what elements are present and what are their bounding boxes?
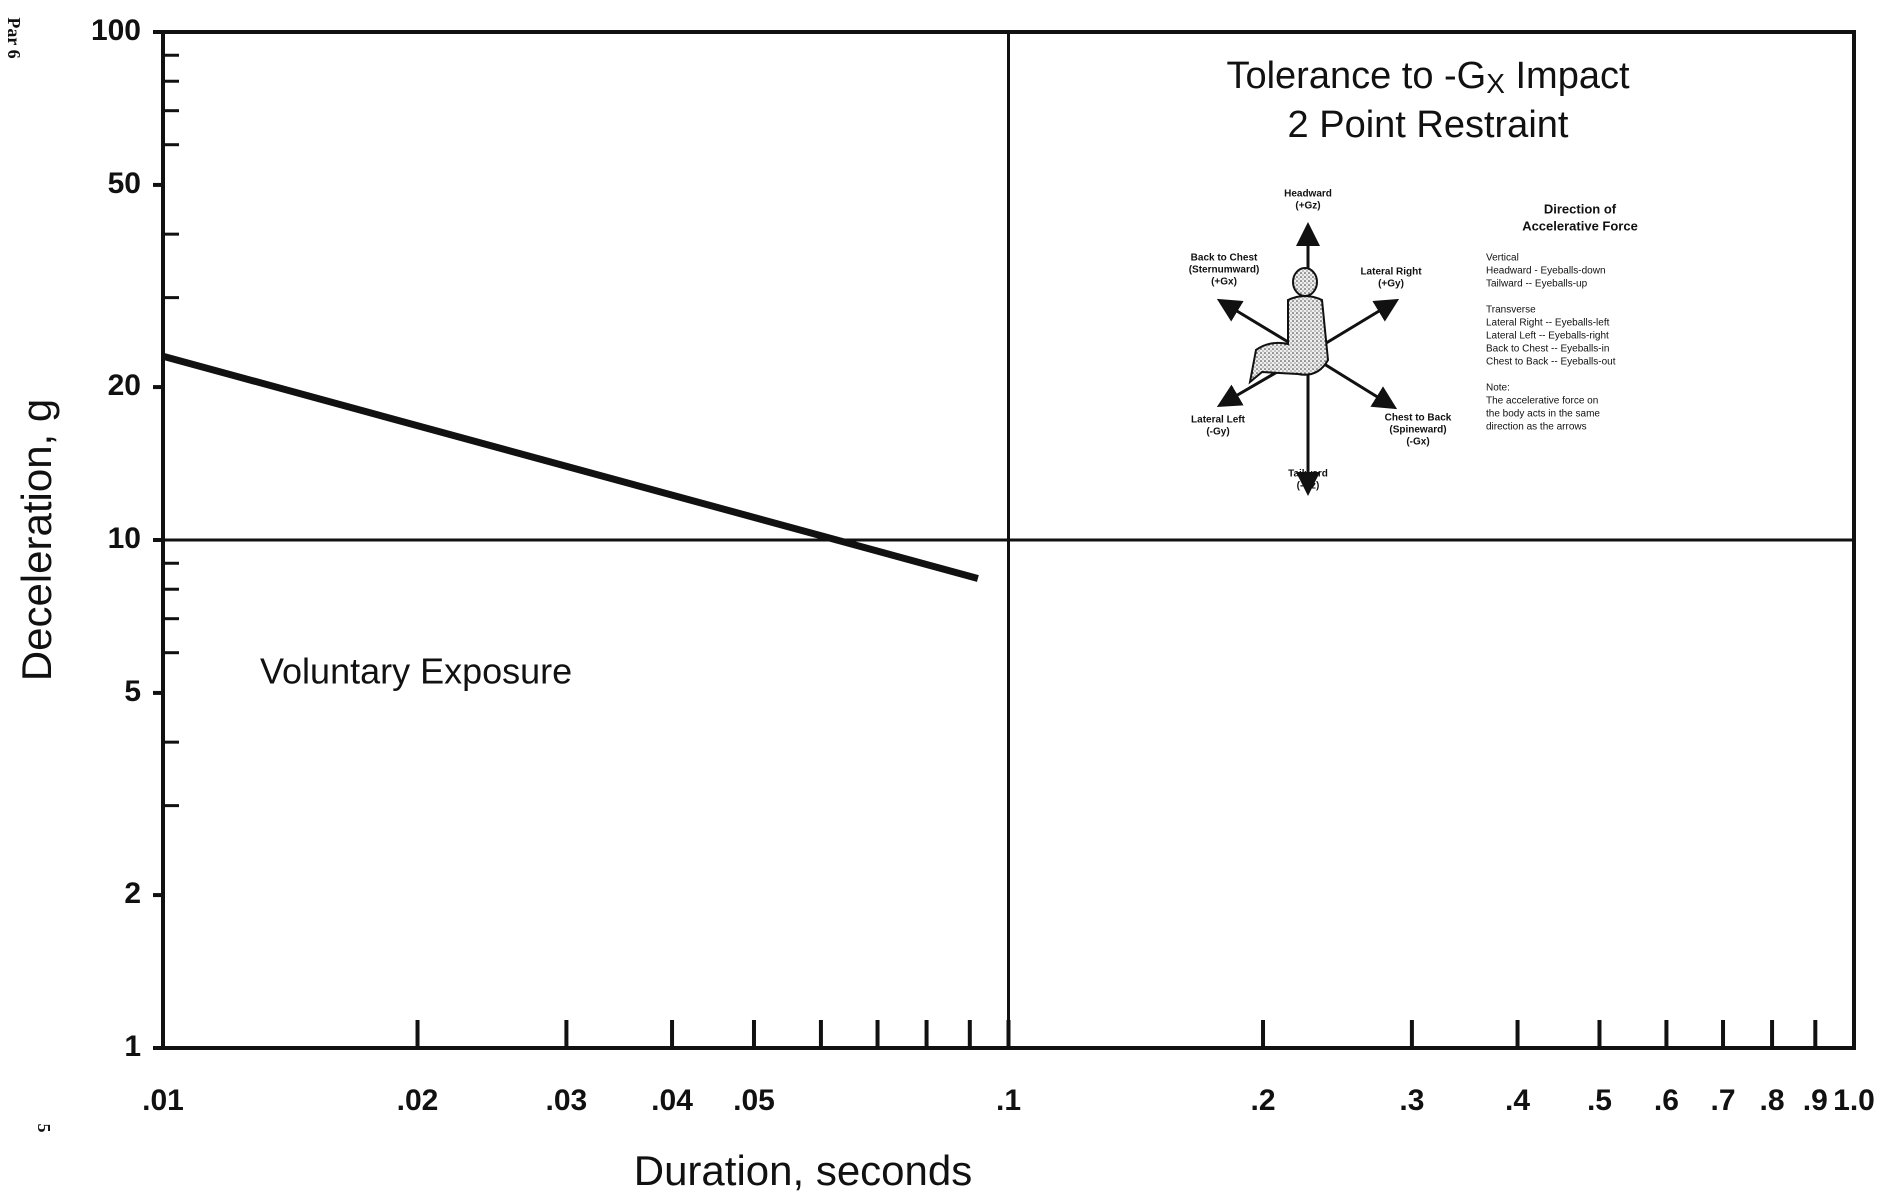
x-tick-label: .6 (1654, 1084, 1679, 1117)
y-tick-label: 100 (91, 14, 141, 47)
page-header: Par 6 (4, 17, 24, 58)
chart-subtitle: 2 Point Restraint (1288, 104, 1569, 146)
y-tick-label: 2 (124, 877, 141, 910)
y-tick-label: 50 (108, 167, 141, 200)
arrow-label: (-Gz) (1297, 481, 1320, 492)
y-tick-label: 5 (124, 675, 141, 708)
title-text: Tolerance to -G (1226, 55, 1486, 97)
legend-line: Note: (1486, 383, 1510, 394)
x-tick-label: .9 (1803, 1084, 1828, 1117)
line (162, 352, 979, 582)
x-tick-label: 1.0 (1833, 1084, 1875, 1117)
legend-line: Vertical (1486, 253, 1519, 264)
x-tick-label: .1 (996, 1084, 1021, 1117)
x-tick-label: .05 (733, 1084, 775, 1117)
x-axis-label: Duration, seconds (634, 1147, 973, 1194)
x-tick-label: .03 (546, 1084, 588, 1117)
x-tick-label: .3 (1399, 1084, 1424, 1117)
x-tick-label: .8 (1760, 1084, 1785, 1117)
y-axis-label: Deceleration, g (13, 399, 60, 682)
y-tick-label: 10 (108, 522, 141, 555)
legend-line: The accelerative force on (1486, 396, 1598, 407)
arrow-label: Headward (1284, 189, 1332, 200)
legend-line: the body acts in the same (1486, 409, 1600, 420)
legend-line: Tailward -- Eyeballs-up (1486, 279, 1588, 290)
legend-title: Direction of (1544, 201, 1617, 216)
legend-line: Headward - Eyeballs-down (1486, 266, 1606, 277)
legend-line: Lateral Right -- Eyeballs-left (1486, 318, 1610, 329)
page-number: 5 (34, 1124, 54, 1133)
x-tick-label: .02 (397, 1084, 439, 1117)
arrow-label: (Sternumward) (1189, 265, 1260, 276)
x-tick-label: .2 (1251, 1084, 1276, 1117)
arrow-label: (Spineward) (1389, 425, 1446, 436)
x-tick-label: .01 (142, 1084, 184, 1117)
title-subscript: X (1486, 68, 1505, 99)
legend-line: direction as the arrows (1486, 422, 1587, 433)
arrow-label: (+Gx) (1211, 277, 1237, 288)
y-tick-label: 1 (124, 1030, 141, 1063)
arrow-label: Chest to Back (1385, 413, 1452, 424)
legend-line: Chest to Back -- Eyeballs-out (1486, 357, 1616, 368)
arrow-label: (+Gy) (1378, 279, 1404, 290)
legend-line: Transverse (1486, 305, 1536, 316)
arrow-label: Tailward (1288, 469, 1328, 480)
arrow-label: (-Gx) (1406, 437, 1429, 448)
legend-line: Back to Chest -- Eyeballs-in (1486, 344, 1609, 355)
legend-title: Accelerative Force (1522, 218, 1638, 233)
x-tick-label: .5 (1587, 1084, 1612, 1117)
x-tick-label: .7 (1711, 1084, 1736, 1117)
legend-line: Lateral Left -- Eyeballs-right (1486, 331, 1609, 342)
arrow-label: (+Gz) (1295, 201, 1320, 212)
arrow-label: Back to Chest (1191, 253, 1258, 264)
y-tick-label: 20 (108, 369, 141, 402)
title-text: Impact (1505, 55, 1630, 97)
arrow-label: Lateral Right (1360, 267, 1422, 278)
x-tick-label: .04 (651, 1084, 693, 1117)
inset-figure (1216, 222, 1400, 496)
x-tick-label: .4 (1505, 1084, 1530, 1117)
arrow-label: (-Gy) (1206, 427, 1229, 438)
annotation: Voluntary Exposure (260, 651, 572, 692)
arrow-label: Lateral Left (1191, 415, 1246, 426)
chart-title: Tolerance to -GX Impact (1226, 55, 1630, 99)
